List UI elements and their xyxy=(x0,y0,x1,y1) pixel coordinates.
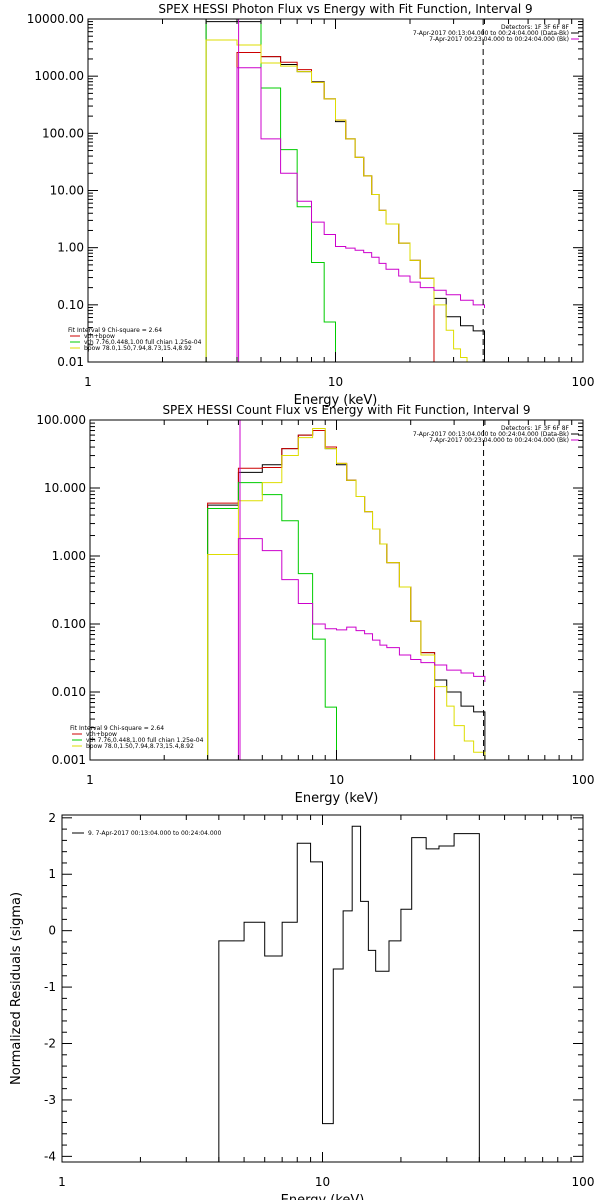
legend-entry: 7-Apr-2017 00:13:04.000 to 00:24:04.000 … xyxy=(413,431,569,438)
y-tick-label: 0.010 xyxy=(52,685,86,699)
chart-title: SPEX HESSI Photon Flux vs Energy with Fi… xyxy=(158,2,532,16)
legend-entry: 7-Apr-2017 00:23:04.000 to 00:24:04.000 … xyxy=(429,437,569,444)
x-tick-label: 10 xyxy=(328,375,343,389)
x-tick-label: 100 xyxy=(572,375,595,389)
series-line-bk xyxy=(237,538,486,760)
x-axis-label: Energy (keV) xyxy=(295,791,379,806)
y-tick-label: 0.001 xyxy=(52,753,86,767)
y-tick-label: 10000.00 xyxy=(27,12,84,26)
y-tick-label: 0.10 xyxy=(57,298,84,312)
y-tick-label: 0.100 xyxy=(52,617,86,631)
x-tick-label: 1 xyxy=(58,1175,66,1189)
series-line-total xyxy=(207,430,436,760)
x-tick-label: 10 xyxy=(329,773,344,787)
legend-entry: bpow 78.0,1.50,7.94,8.73,15.4,8.92 xyxy=(84,345,192,352)
series-line-vth xyxy=(207,482,337,760)
y-tick-label: 2 xyxy=(48,811,56,825)
legend-entry: 7-Apr-2017 00:23:04.000 to 00:24:04.000 … xyxy=(429,36,569,43)
chart-title: SPEX HESSI Count Flux vs Energy with Fit… xyxy=(162,403,530,417)
legend-entry: vth 7.76,0.448,1.00 full chian 1.25e-04 xyxy=(86,737,204,744)
x-tick-label: 1 xyxy=(86,773,94,787)
x-axis-label: Energy (keV) xyxy=(294,393,378,408)
y-tick-label: 10.00 xyxy=(50,184,84,198)
series-line-bk xyxy=(236,67,486,362)
series-line-data xyxy=(218,825,480,1162)
series-line-vth xyxy=(205,18,336,362)
y-tick-label: -2 xyxy=(44,1037,56,1051)
series-line-bpow xyxy=(205,39,468,362)
legend-entry: Detectors: 1F 3F 6F 8F xyxy=(501,425,570,432)
legend-entry: Detectors: 1F 3F 6F 8F xyxy=(501,24,570,31)
y-tick-label: 1 xyxy=(48,867,56,881)
y-tick-label: 100.000 xyxy=(36,413,86,427)
count-flux-panel: 1 10 100 0.001 0.010 0.100 1.000 10.000 100.000 S… xyxy=(36,403,594,806)
x-tick-label: 100 xyxy=(572,773,595,787)
y-tick-label: 1.00 xyxy=(57,241,84,255)
y-tick-label: 0.01 xyxy=(57,355,84,369)
series-line-data xyxy=(205,21,486,362)
y-tick-label: 10.000 xyxy=(44,481,86,495)
legend-entry: Fit Interval 9 Chi-square = 2.64 xyxy=(68,327,162,334)
x-axis-label: Energy (keV) xyxy=(281,1193,365,1200)
y-tick-label: 0 xyxy=(48,924,56,938)
photon-flux-panel: 1 10 100 0.01 0.10 1.00 10.00 100.00 1000.00 1000… xyxy=(27,2,595,408)
legend-entry: bpow 78.0,1.50,7.94,8.73,15.4,8.92 xyxy=(86,743,194,750)
legend-entry: vth+bpow xyxy=(84,333,115,340)
y-tick-label: 1.000 xyxy=(52,549,86,563)
y-tick-label: 1000.00 xyxy=(34,69,84,83)
legend-entry: vth 7.76,0.448,1.00 full chian 1.25e-04 xyxy=(84,339,202,346)
residuals-panel: 1 10 100 -4 -3 -2 -1 0 1 2 Energy (keV) Normalized … xyxy=(9,811,594,1200)
x-tick-label: 100 xyxy=(572,1175,595,1189)
y-tick-label: -3 xyxy=(44,1093,56,1107)
y-tick-label: 100.00 xyxy=(42,126,84,140)
x-tick-label: 10 xyxy=(315,1175,330,1189)
legend-entry: 7-Apr-2017 00:13:04.000 to 00:24:04.000 … xyxy=(413,30,569,37)
y-axis-label: Normalized Residuals (sigma) xyxy=(9,892,24,1085)
y-tick-label: -4 xyxy=(44,1149,56,1163)
series-line-bpow xyxy=(207,428,486,760)
x-tick-label: 1 xyxy=(84,375,92,389)
y-tick-label: -1 xyxy=(44,980,56,994)
legend-entry: 9. 7-Apr-2017 00:13:04.000 to 00:24:04.0… xyxy=(88,830,221,837)
legend-entry: Fit Interval 9 Chi-square = 2.64 xyxy=(70,725,164,732)
legend-entry: vth+bpow xyxy=(86,731,117,738)
plot-frame xyxy=(87,18,584,363)
